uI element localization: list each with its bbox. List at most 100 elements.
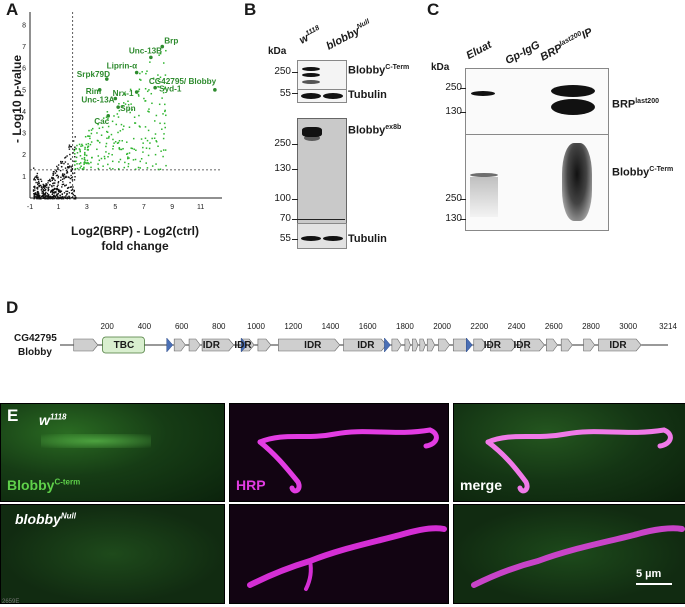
volcano-point	[68, 166, 70, 168]
volcano-sig-point	[103, 155, 106, 158]
volcano-sig-point	[134, 168, 137, 171]
volcano-sig-point	[164, 74, 167, 76]
volcano-sig-point	[84, 153, 86, 156]
volcano-point	[36, 172, 39, 175]
volcano-sig-point	[151, 102, 153, 105]
volcano-sig-point	[138, 95, 140, 97]
volcano-point	[44, 197, 47, 200]
volcano-point	[36, 192, 39, 194]
volcano-sig-point	[137, 166, 140, 169]
volcano-point	[46, 197, 48, 199]
volcano-point	[37, 196, 40, 199]
volcano-labeled-point	[149, 55, 153, 60]
volcano-point	[66, 193, 68, 196]
volcano-point	[73, 148, 75, 151]
volcano-sig-point	[113, 142, 115, 144]
volcano-point	[68, 148, 71, 150]
micro-w1118-blobby: E w1118 BlobbyC-term	[0, 403, 225, 502]
volcano-point	[40, 184, 42, 187]
domain-idr-label: IDR	[304, 340, 322, 351]
volcano-point	[49, 180, 52, 182]
volcano-sig-point	[122, 147, 124, 150]
volcano-point	[48, 194, 50, 196]
volcano-point	[72, 152, 74, 154]
volcano-point	[51, 185, 53, 187]
volcano-sig-point	[132, 137, 135, 140]
volcano-sig-point	[76, 152, 79, 154]
volcano-sig-point	[157, 168, 160, 171]
volcano-sig-point	[118, 139, 121, 142]
volcano-point	[66, 197, 69, 200]
volcano-sig-point	[98, 159, 101, 162]
panel-e-letter: E	[7, 406, 19, 425]
volcano-sig-point	[90, 129, 93, 131]
volcano-point	[47, 195, 49, 197]
volcano-point	[37, 176, 39, 179]
volcano-point	[74, 195, 76, 197]
domain-scale-tick: 2000	[433, 322, 451, 331]
volcano-point	[70, 146, 73, 148]
volcano-point	[66, 171, 69, 174]
volcano-point	[66, 155, 68, 157]
volcano-point	[68, 197, 70, 199]
volcano-labeled-point	[134, 70, 139, 75]
volcano-point	[54, 191, 56, 193]
volcano-y-tick: 5	[22, 87, 26, 94]
volcano-point	[66, 196, 69, 199]
volcano-point	[53, 178, 55, 180]
volcano-point	[66, 190, 69, 193]
volcano-gene-label: Srpk79D	[77, 70, 110, 79]
marker-b-55: 55	[279, 88, 291, 99]
volcano-sig-point	[150, 92, 153, 95]
volcano-sig-point	[112, 138, 114, 141]
domain-scale-tick: 2400	[507, 322, 526, 331]
volcano-sig-point	[78, 143, 81, 146]
volcano-point	[40, 186, 43, 189]
volcano-point	[37, 196, 40, 198]
volcano-point	[51, 189, 54, 191]
volcano-sig-point	[79, 167, 81, 169]
volcano-sig-point	[111, 160, 114, 163]
volcano-sig-point	[164, 103, 166, 106]
volcano-sig-point	[88, 129, 90, 132]
domain-triangle	[240, 337, 248, 353]
volcano-sig-point	[146, 90, 149, 93]
volcano-point	[62, 183, 65, 185]
volcano-point	[46, 192, 49, 195]
volcano-sig-point	[83, 163, 85, 165]
volcano-sig-point	[124, 161, 126, 164]
volcano-sig-point	[129, 88, 132, 91]
volcano-sig-point	[159, 122, 161, 125]
volcano-sig-point	[165, 114, 167, 117]
volcano-sig-point	[162, 137, 165, 140]
volcano-point	[54, 179, 56, 182]
volcano-point	[55, 191, 57, 193]
domain-triangle	[166, 337, 174, 353]
volcano-point	[63, 176, 65, 178]
volcano-sig-point	[75, 156, 78, 159]
volcano-sig-point	[132, 159, 135, 161]
volcano-point	[60, 197, 63, 200]
volcano-sig-point	[139, 160, 142, 163]
volcano-point	[51, 193, 53, 196]
volcano-point	[70, 169, 73, 172]
volcano-point	[36, 196, 39, 198]
volcano-sig-point	[141, 71, 143, 73]
volcano-x-tick: 11	[197, 204, 204, 211]
volcano-point	[69, 165, 71, 167]
volcano-sig-point	[87, 145, 89, 148]
volcano-sig-point	[135, 149, 137, 152]
volcano-point	[38, 193, 40, 196]
volcano-point	[36, 190, 39, 193]
marker-c-250: 250	[445, 82, 462, 93]
domain-diagram	[60, 336, 668, 354]
volcano-sig-point	[142, 146, 144, 149]
volcano-point	[72, 193, 74, 196]
volcano-sig-point	[81, 143, 83, 146]
volcano-point	[62, 197, 64, 199]
volcano-point	[33, 192, 35, 195]
volcano-point	[75, 196, 77, 199]
volcano-x-tick: 7	[142, 204, 146, 211]
volcano-sig-point	[88, 162, 90, 165]
volcano-sig-point	[139, 78, 141, 81]
